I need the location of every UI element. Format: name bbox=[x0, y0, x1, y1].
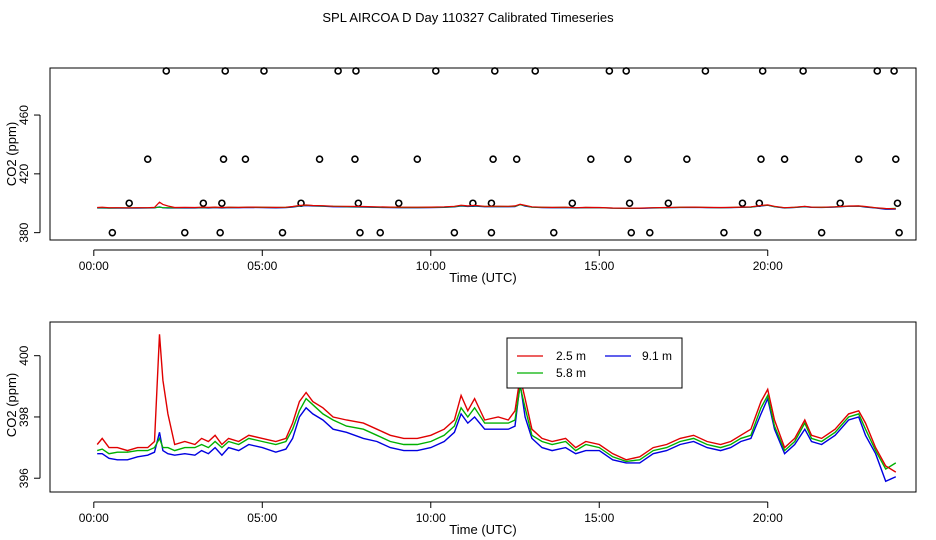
calibration-point bbox=[625, 199, 634, 208]
calibration-point bbox=[413, 155, 422, 163]
y-tick-label: 396 bbox=[17, 468, 31, 488]
calibration-point bbox=[645, 228, 654, 237]
calibration-point bbox=[854, 155, 863, 163]
figure-title: SPL AIRCOA D Day 110327 Calibrated Times… bbox=[322, 10, 614, 25]
calibration-point bbox=[758, 67, 767, 75]
series-line-9-1-m bbox=[97, 383, 897, 483]
calibration-point bbox=[753, 228, 762, 237]
calibration-point bbox=[873, 67, 882, 75]
y-axis: 380 420 460 bbox=[17, 105, 41, 243]
x-tick-label: 05:00 bbox=[247, 259, 277, 273]
calibration-point bbox=[351, 155, 359, 163]
series-lines bbox=[96, 334, 897, 483]
legend-box bbox=[506, 337, 683, 389]
calibration-point bbox=[162, 67, 171, 75]
x-tick-label: 00:00 bbox=[79, 511, 109, 525]
calibration-point bbox=[531, 67, 540, 75]
calibration-point bbox=[720, 228, 728, 237]
calibration-points bbox=[108, 67, 903, 237]
calibration-point bbox=[489, 155, 497, 163]
calibration-point bbox=[315, 155, 324, 163]
calibration-point bbox=[624, 155, 632, 163]
calibration-point bbox=[627, 228, 636, 237]
legend-label-5-8m: 5.8 m bbox=[556, 366, 586, 380]
calibration-point bbox=[622, 67, 631, 75]
calibration-point bbox=[549, 228, 558, 237]
calibration-point bbox=[799, 67, 807, 75]
y-tick-label: 420 bbox=[17, 164, 31, 184]
calibration-point bbox=[512, 155, 521, 163]
calibration-point bbox=[278, 228, 287, 237]
y-tick-label: 460 bbox=[17, 105, 31, 125]
calibration-point bbox=[605, 67, 614, 75]
calibration-point bbox=[450, 228, 459, 237]
calibration-point bbox=[216, 228, 224, 237]
x-tick-label: 00:00 bbox=[79, 259, 109, 273]
x-tick-label: 15:00 bbox=[584, 259, 614, 273]
x-axis: 00:00 05:00 10:00 15:00 20:00 bbox=[79, 249, 783, 273]
calibration-point bbox=[334, 67, 342, 75]
calibration-point bbox=[738, 199, 747, 208]
calibration-point bbox=[587, 155, 595, 163]
legend: 2.5 m 5.8 m 9.1 m bbox=[506, 337, 683, 389]
calibration-panel: 00:00 05:00 10:00 15:00 20:00 380 420 460 Time… bbox=[4, 67, 917, 285]
y-axis-label: CO2 (ppm) bbox=[4, 122, 19, 186]
series-lines bbox=[97, 201, 896, 210]
legend-label-2-5m: 2.5 m bbox=[556, 349, 586, 363]
series-line-2-5-m bbox=[97, 201, 896, 210]
legend-label-9-1m: 9.1 m bbox=[642, 349, 672, 363]
calibration-point bbox=[260, 67, 268, 75]
plot-frame bbox=[49, 321, 917, 493]
x-axis: 00:00 05:00 10:00 15:00 20:00 bbox=[79, 501, 783, 525]
calibration-point bbox=[241, 155, 250, 163]
calibration-point bbox=[487, 199, 496, 208]
calibration-point bbox=[780, 155, 789, 163]
calibration-point bbox=[701, 67, 710, 75]
calibration-point bbox=[432, 67, 440, 75]
x-tick-label: 20:00 bbox=[753, 511, 783, 525]
y-tick-label: 398 bbox=[17, 407, 31, 427]
calibration-point bbox=[356, 228, 364, 237]
calibration-point bbox=[487, 228, 496, 237]
calibration-point bbox=[352, 67, 360, 75]
calibration-point bbox=[664, 199, 673, 208]
y-axis-label: CO2 (ppm) bbox=[4, 373, 19, 437]
calibration-point bbox=[757, 155, 765, 163]
x-tick-label: 15:00 bbox=[584, 511, 614, 525]
y-axis: 396 398 400 bbox=[17, 345, 41, 488]
calibration-point bbox=[199, 199, 208, 208]
x-axis-label: Time (UTC) bbox=[449, 522, 516, 537]
calibration-point bbox=[108, 228, 117, 237]
x-tick-label: 05:00 bbox=[247, 511, 277, 525]
calibration-point bbox=[180, 228, 189, 237]
calibration-point bbox=[895, 228, 903, 237]
series-line-5-8-m bbox=[96, 386, 897, 470]
calibration-point bbox=[221, 67, 230, 75]
y-tick-label: 400 bbox=[17, 345, 31, 365]
calibration-point bbox=[143, 155, 152, 163]
calibration-point bbox=[354, 199, 363, 208]
calibration-point bbox=[683, 155, 691, 163]
y-tick-label: 380 bbox=[17, 222, 31, 242]
x-tick-label: 20:00 bbox=[753, 259, 783, 273]
x-tick-label: 10:00 bbox=[416, 259, 446, 273]
timeseries-panel: 00:00 05:00 10:00 15:00 20:00 396 398 400 Time… bbox=[4, 321, 917, 537]
series-line-2-5-m bbox=[96, 334, 897, 473]
calibration-point bbox=[893, 199, 902, 208]
calibration-point bbox=[817, 228, 826, 237]
calibration-point bbox=[890, 67, 898, 75]
calibration-point bbox=[218, 199, 226, 208]
x-tick-label: 10:00 bbox=[416, 511, 446, 525]
calibration-point bbox=[125, 199, 133, 208]
calibration-point bbox=[836, 199, 844, 208]
calibration-point bbox=[568, 199, 577, 208]
plot-frame bbox=[49, 67, 917, 241]
calibration-point bbox=[394, 199, 403, 208]
calibration-point bbox=[219, 155, 228, 163]
x-axis-label: Time (UTC) bbox=[449, 270, 516, 285]
calibration-point bbox=[376, 228, 385, 237]
calibration-point bbox=[891, 155, 900, 163]
calibration-point bbox=[490, 67, 499, 75]
